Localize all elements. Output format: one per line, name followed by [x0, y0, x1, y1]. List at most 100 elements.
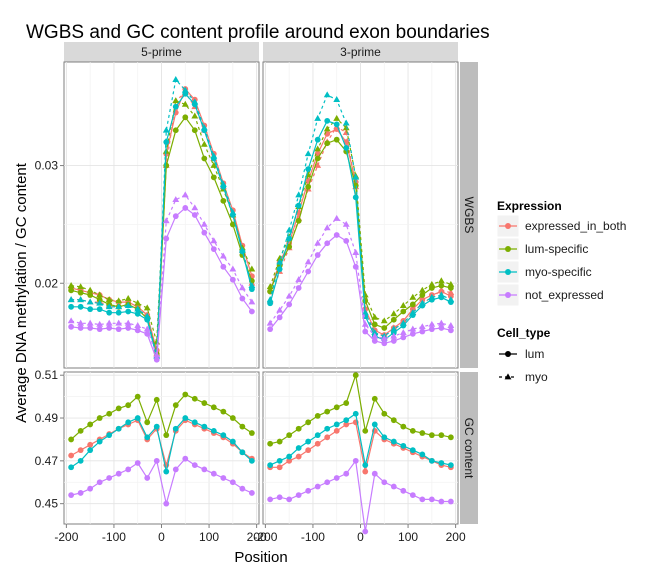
data-point: [400, 442, 407, 449]
data-point: [153, 396, 160, 403]
data-point: [162, 217, 170, 224]
data-point: [352, 410, 359, 417]
data-point: [134, 393, 141, 400]
data-point: [276, 494, 283, 501]
data-point: [125, 419, 132, 426]
series-lum-specific-lum: [68, 391, 255, 443]
data-point: [314, 155, 321, 162]
data-point: [438, 325, 445, 331]
data-point: [106, 432, 113, 439]
data-point: [163, 235, 170, 242]
legend-label: not_expressed: [525, 288, 604, 302]
data-point: [77, 457, 84, 464]
data-point: [124, 319, 132, 326]
data-point: [134, 322, 142, 328]
series-myo-specific-lum: [267, 410, 454, 469]
data-point: [419, 328, 426, 335]
y-tick-label: 0.51: [35, 368, 59, 382]
data-point: [333, 475, 340, 481]
legend-label: myo: [525, 370, 548, 384]
data-point: [124, 302, 132, 308]
data-point: [409, 293, 417, 300]
data-point: [409, 427, 416, 434]
y-axis-label: Average DNA methylation / GC content: [13, 162, 30, 423]
data-point: [295, 217, 302, 224]
data-point: [67, 282, 75, 288]
data-point: [286, 453, 293, 460]
data-point: [371, 313, 379, 320]
data-point: [163, 468, 170, 475]
data-point: [390, 338, 397, 344]
data-point: [428, 457, 435, 464]
data-point: [96, 479, 103, 486]
data-point: [248, 308, 255, 315]
data-point: [134, 327, 141, 334]
data-point: [77, 490, 84, 496]
data-point: [68, 492, 75, 498]
data-point: [419, 430, 426, 436]
data-point: [248, 265, 256, 272]
data-point: [144, 475, 151, 481]
data-point: [124, 294, 132, 301]
data-point: [106, 410, 113, 417]
data-point: [324, 117, 331, 124]
data-point: [115, 326, 122, 333]
legend-item-lum: lum: [499, 347, 544, 361]
data-point: [267, 462, 274, 469]
data-point: [324, 240, 331, 247]
data-point: [409, 330, 416, 337]
legend-item-expressed_in_both: expressed_in_both: [496, 214, 626, 238]
data-point: [87, 306, 94, 313]
data-point: [163, 500, 170, 507]
data-point: [438, 498, 445, 505]
data-point: [314, 136, 321, 143]
data-point: [77, 296, 85, 303]
data-point: [333, 214, 341, 221]
data-point: [106, 325, 113, 331]
data-point: [305, 447, 312, 454]
data-point: [172, 402, 179, 409]
data-point: [210, 161, 218, 168]
x-tick-label: 100: [398, 530, 418, 544]
data-point: [314, 239, 322, 246]
data-point: [352, 173, 360, 180]
data-point: [286, 432, 293, 439]
data-point: [276, 438, 283, 445]
data-point: [314, 483, 321, 490]
data-point: [286, 301, 293, 308]
data-point: [96, 326, 103, 333]
data-point: [134, 305, 142, 312]
data-point: [438, 460, 445, 466]
data-point: [400, 334, 407, 341]
data-point: [323, 224, 331, 231]
y-tick-label: 0.02: [35, 276, 59, 290]
data-point: [333, 136, 340, 143]
x-tick-label: -100: [102, 530, 126, 544]
data-point: [418, 286, 426, 293]
data-point: [390, 310, 398, 317]
x-tick-label: -100: [301, 530, 325, 544]
data-point: [314, 161, 322, 168]
legend: Expression expressed_in_both lum-specific m…: [496, 199, 626, 384]
data-point: [447, 280, 455, 287]
data-point: [409, 301, 416, 308]
data-point: [229, 276, 236, 283]
x-tick-label: -200: [253, 530, 277, 544]
data-point: [419, 292, 426, 298]
data-point: [248, 490, 255, 496]
data-point: [105, 296, 113, 303]
data-point: [239, 485, 246, 492]
data-point: [324, 479, 331, 486]
data-point: [77, 303, 84, 310]
data-point: [77, 289, 84, 296]
data-point: [428, 320, 436, 327]
data-point: [96, 299, 104, 306]
data-point: [191, 212, 198, 218]
data-point: [333, 121, 340, 128]
y-tick-label: 0.47: [35, 454, 59, 468]
data-point: [220, 475, 227, 481]
data-point: [68, 303, 75, 310]
data-point: [314, 432, 321, 439]
data-point: [428, 293, 436, 300]
data-point: [295, 276, 303, 283]
